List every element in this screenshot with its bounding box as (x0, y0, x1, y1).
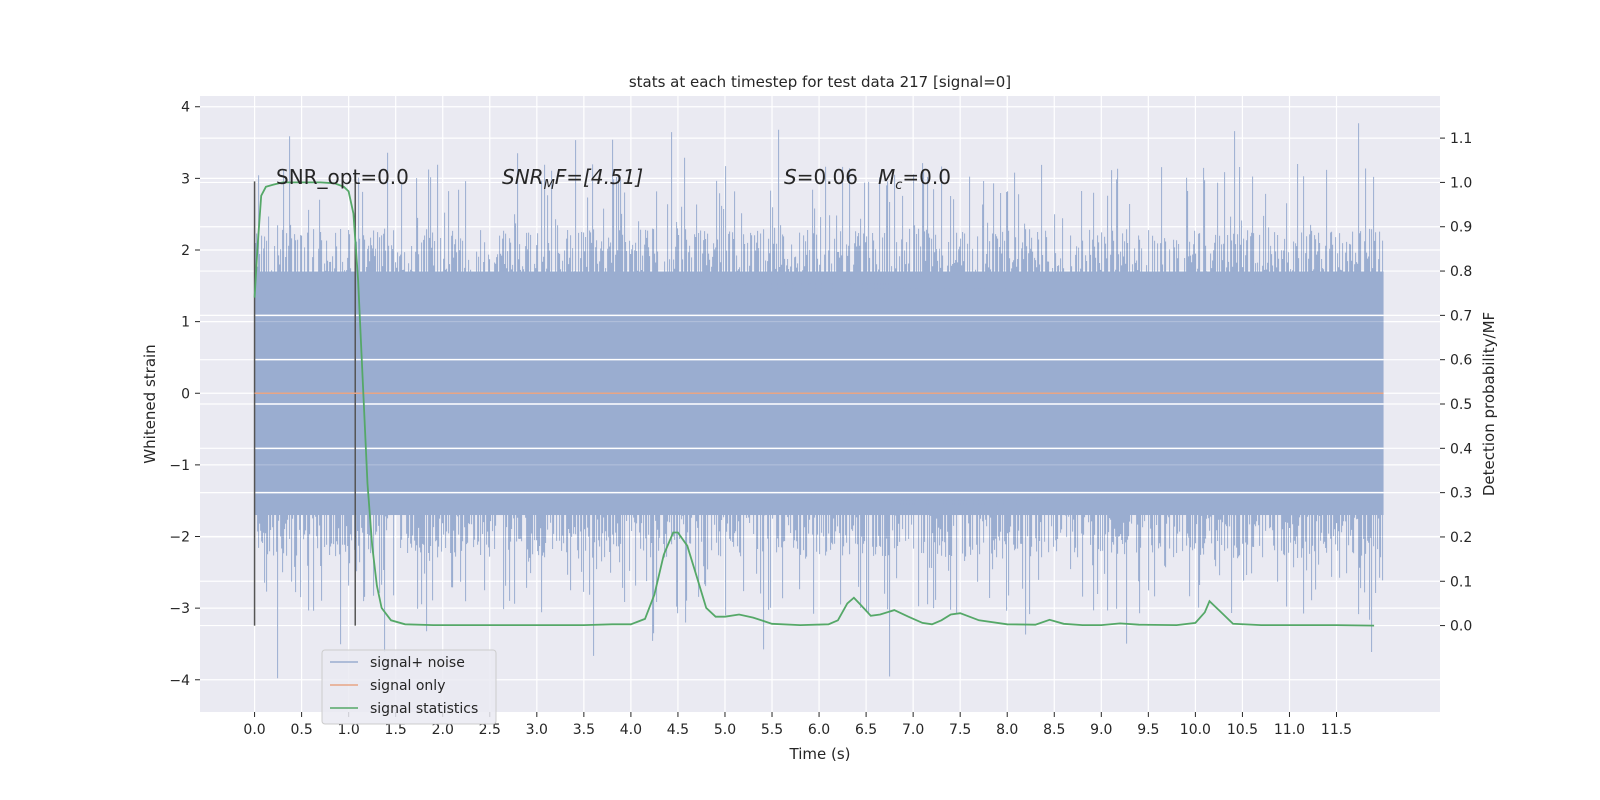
snr-opt-annotation: SNR_opt=0.0 (276, 165, 409, 189)
chart-title: stats at each timestep for test data 217… (629, 73, 1011, 91)
legend-label-signal-noise: signal+ noise (370, 655, 465, 671)
series-layer (253, 181, 1384, 627)
y-right-tick-label: 1.1 (1450, 131, 1472, 147)
y-right-tick-label: 0.4 (1450, 441, 1472, 457)
mc-value: =0.0 (902, 165, 951, 189)
s-value: =0.06 (797, 165, 858, 189)
y-right-tick-label: 0.1 (1450, 574, 1472, 590)
y-axis-left-label: Whitened strain (141, 344, 159, 463)
legend-label-signal-statistics: signal statistics (370, 701, 478, 717)
y-left-tick-label: 3 (181, 171, 190, 187)
window-markers (253, 181, 356, 626)
x-tick-label: 5.5 (761, 722, 783, 738)
x-tick-label: 2.5 (479, 722, 501, 738)
x-axis-label: Time (s) (789, 745, 851, 763)
x-tick-label: 6.5 (855, 722, 877, 738)
y-right-tick-label: 0.7 (1450, 308, 1472, 324)
y-left-tick-label: 2 (181, 243, 190, 259)
snr-mf-subscript: M (544, 178, 555, 193)
y-right-tick-label: 0.9 (1450, 220, 1472, 236)
x-tick-label: 3.0 (526, 722, 548, 738)
y-left-tick-label: 1 (181, 315, 190, 331)
signal-statistics-line (253, 181, 1375, 627)
x-tick-label: 2.0 (432, 722, 454, 738)
y-left-tick-label: −2 (169, 530, 190, 546)
x-tick-label: 11.5 (1321, 722, 1352, 738)
y-axis-right-label: Detection probability/MF (1480, 312, 1498, 496)
y-right-tick-label: 0.6 (1450, 353, 1472, 369)
y-left-tick-label: −1 (169, 458, 190, 474)
x-tick-label: 6.0 (808, 722, 830, 738)
x-tick-label: 9.0 (1090, 722, 1112, 738)
snr-mf-value: F=[4.51] (555, 165, 643, 189)
x-tick-label: 4.0 (620, 722, 642, 738)
y-left-tick-label: 0 (181, 386, 190, 402)
y-right-tick-label: 1.0 (1450, 175, 1472, 191)
snr-mf-label: SNR (502, 165, 544, 189)
y-right-tick-label: 0.0 (1450, 619, 1472, 635)
legend-label-signal-only: signal only (370, 678, 445, 694)
x-tick-label: 4.5 (667, 722, 689, 738)
tick-labels: 0.0 0.5 1.0 1.5 2.0 2.5 3.0 3.5 4.0 4.5 5.0 5.5 6.0 6… (169, 100, 1472, 738)
s-label: S (784, 165, 797, 189)
y-left-tick-label: −3 (169, 601, 190, 617)
mc-annotation: Mc=0.0 (878, 165, 951, 193)
y-right-tick-label: 0.5 (1450, 397, 1472, 413)
x-tick-label: 11.0 (1274, 722, 1305, 738)
x-tick-label: 1.5 (385, 722, 407, 738)
x-tick-label: 3.5 (573, 722, 595, 738)
y-left-tick-label: 4 (181, 100, 190, 116)
x-tick-label: 8.0 (996, 722, 1018, 738)
s-annotation: S=0.06 (784, 165, 858, 189)
legend-box (321, 649, 497, 725)
x-tick-label: 10.0 (1180, 722, 1211, 738)
mc-subscript: c (895, 178, 902, 193)
x-tick-label: 7.0 (902, 722, 924, 738)
x-tick-label: 10.5 (1227, 722, 1258, 738)
x-tick-label: 8.5 (1043, 722, 1065, 738)
x-tick-label: 0.5 (290, 722, 312, 738)
x-tick-label: 0.0 (243, 722, 265, 738)
x-tick-label: 7.5 (949, 722, 971, 738)
y-left-tick-label: −4 (169, 673, 190, 689)
mc-label: M (878, 165, 895, 189)
x-tick-label: 1.0 (338, 722, 360, 738)
snr-mf-annotation: SNRMF=[4.51] (502, 165, 643, 193)
x-tick-label: 9.5 (1137, 722, 1159, 738)
y-right-tick-label: 0.3 (1450, 486, 1472, 502)
x-tick-label: 5.0 (714, 722, 736, 738)
y-right-tick-label: 0.2 (1450, 530, 1472, 546)
y-right-tick-label: 0.8 (1450, 264, 1472, 280)
legend: signal+ noise signal only signal statist… (321, 649, 497, 725)
